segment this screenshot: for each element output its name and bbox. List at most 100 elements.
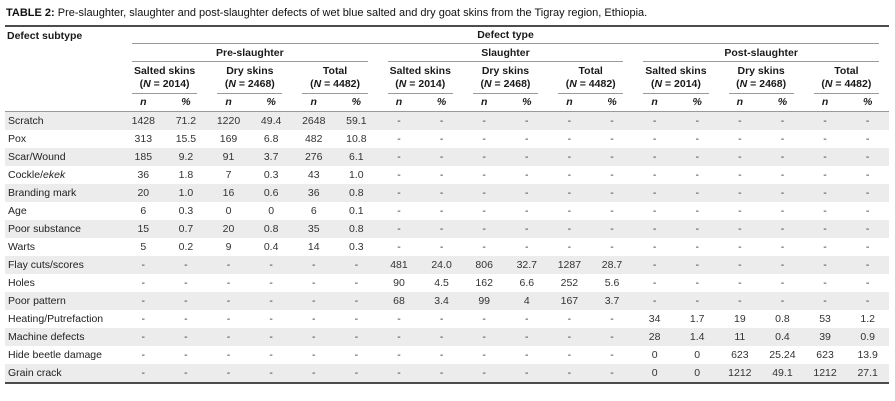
table-row-flay-cuts-scores: Flay cuts/scores - - - - - - 481 24.0 806 32.7 1287… <box>5 256 889 275</box>
n-header: n <box>207 95 250 113</box>
value-cell: - <box>525 187 529 200</box>
value-cell: 481 <box>390 259 408 272</box>
value-cell: - <box>482 115 486 128</box>
value-cell: - <box>482 133 486 146</box>
value-cell: 1287 <box>557 259 582 272</box>
value-cell: - <box>780 241 785 254</box>
value-cell: - <box>738 277 742 290</box>
value-cell: - <box>482 331 486 344</box>
value-cell: - <box>865 151 870 164</box>
percent-header: % <box>590 95 634 113</box>
defect-name-cell: Pox <box>8 133 27 146</box>
value-cell: 0 <box>651 349 658 362</box>
value-cell: - <box>567 331 572 344</box>
value-cell: 1428 <box>131 115 155 128</box>
value-cell: - <box>184 349 188 362</box>
value-cell: - <box>525 115 529 128</box>
value-cell: 0.4 <box>775 331 790 344</box>
value-cell: 16 <box>222 187 235 200</box>
value-cell: 90 <box>393 277 405 290</box>
value-cell: 9 <box>225 241 232 254</box>
value-cell: - <box>652 223 657 236</box>
value-cell: - <box>780 259 785 272</box>
table-caption-text: Pre-slaughter, slaughter and post-slaugh… <box>57 7 648 19</box>
defect-name-cell: Flay cuts/scores <box>8 259 84 272</box>
percent-header: % <box>164 95 208 113</box>
value-cell: 0.7 <box>178 223 194 236</box>
value-cell: - <box>695 259 699 272</box>
table-row-heating-putrefaction: Heating/Putrefaction - - - - - - - - - - - - 34 1.7 19 0… <box>5 310 889 328</box>
value-cell: 6 <box>310 205 317 218</box>
n-header: n <box>377 95 421 113</box>
value-cell: - <box>738 133 742 146</box>
value-cell: - <box>823 223 827 236</box>
subgroup-header-row: Salted skins (N = 2014) Dry skins (N = 2468… <box>5 63 889 95</box>
value-cell: 99 <box>478 295 491 308</box>
value-cell: - <box>610 223 614 236</box>
group-header-slaughter: Slaughter <box>378 45 634 63</box>
value-cell: 185 <box>134 151 153 164</box>
defect-name-cell: Scratch <box>8 115 44 128</box>
value-cell: - <box>652 133 657 146</box>
subgroup-header-pre-slaughter-salted-skins: Salted skins (N = 2014) <box>122 63 207 95</box>
table-row-warts: Warts 5 0.2 9 0.4 14 0.3 - - - - - - - - - - - - <box>5 238 889 256</box>
value-cell: - <box>652 115 657 128</box>
value-cell: - <box>780 115 785 128</box>
value-cell: - <box>354 367 359 380</box>
value-cell: - <box>865 241 870 254</box>
value-cell: - <box>482 151 486 164</box>
value-cell: - <box>823 277 827 290</box>
value-cell: - <box>397 223 401 236</box>
value-cell: - <box>354 295 359 308</box>
value-cell: - <box>439 331 444 344</box>
value-cell: 39 <box>819 331 831 344</box>
value-cell: - <box>823 115 827 128</box>
value-cell: - <box>610 169 614 182</box>
defect-name-cell: Age <box>8 205 27 218</box>
value-cell: 0 <box>268 205 275 218</box>
value-cell: - <box>610 367 614 380</box>
value-cell: - <box>567 223 572 236</box>
value-cell: - <box>226 295 231 308</box>
value-cell: - <box>695 187 699 200</box>
value-cell: 49.1 <box>772 367 793 380</box>
defect-name-cell: Scar/Wound <box>8 151 66 164</box>
value-cell: - <box>482 223 486 236</box>
value-cell: - <box>226 259 231 272</box>
n-percent-header-row: n% n% n% n% n% n% n% n% n% <box>5 95 889 113</box>
defect-name-cell: Grain crack <box>8 367 62 380</box>
value-cell: 14 <box>307 241 320 254</box>
value-cell: 1.8 <box>178 169 194 182</box>
value-cell: - <box>865 115 870 128</box>
value-cell: 252 <box>560 277 579 290</box>
value-cell: - <box>823 169 827 182</box>
percent-header: % <box>761 95 804 113</box>
n-header: n <box>548 95 591 113</box>
value-cell: 59.1 <box>346 115 367 128</box>
table-row-hide-beetle-damage: Hide beetle damage - - - - - - - - - - - - 0 0 623 25.24… <box>5 346 889 364</box>
value-cell: - <box>269 277 273 290</box>
value-cell: - <box>738 205 742 218</box>
value-cell: - <box>141 313 146 326</box>
value-cell: 43 <box>307 169 320 182</box>
value-cell: - <box>354 259 359 272</box>
value-cell: - <box>652 259 657 272</box>
value-cell: 1212 <box>813 367 837 380</box>
value-cell: - <box>823 133 827 146</box>
percent-header: % <box>505 95 549 113</box>
n-header: n <box>718 95 762 113</box>
value-cell: - <box>184 331 188 344</box>
value-cell: - <box>269 367 273 380</box>
column-header-defect-type: Defect type <box>122 26 889 45</box>
value-cell: 6 <box>140 205 147 218</box>
value-cell: - <box>397 313 401 326</box>
value-cell: - <box>610 205 614 218</box>
value-cell: - <box>865 259 870 272</box>
defect-name-cell: Branding mark <box>8 187 77 200</box>
table-row-machine-defects: Machine defects - - - - - - - - - - - - 28 1.4 11 0.4 39 0… <box>5 328 889 347</box>
value-cell: - <box>397 241 401 254</box>
value-cell: - <box>525 241 529 254</box>
value-cell: - <box>397 133 401 146</box>
value-cell: 6.1 <box>349 151 364 164</box>
value-cell: - <box>141 277 146 290</box>
